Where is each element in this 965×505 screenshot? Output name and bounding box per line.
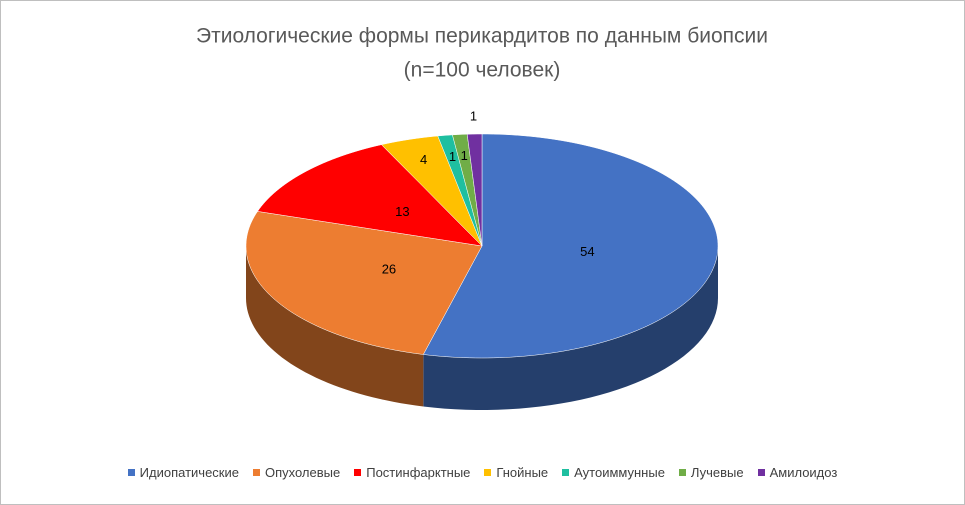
legend-label: Амилоидоз	[769, 465, 838, 480]
legend-swatch	[127, 469, 135, 476]
data-label: 1	[449, 149, 456, 164]
data-label: 1	[470, 109, 477, 124]
slice	[381, 135, 483, 247]
legend-label: Гнойные	[496, 465, 549, 480]
slice	[466, 133, 483, 247]
legend-item: Аутоиммунные	[562, 465, 665, 480]
legend-label: Аутоиммунные	[574, 465, 665, 480]
legend-item: Амилоидоз	[757, 465, 838, 480]
data-label: 54	[580, 244, 594, 259]
legend-label: Опухолевые	[264, 465, 341, 480]
legend-swatch	[678, 469, 686, 476]
legend-label: Лучевые	[690, 465, 744, 480]
data-label: 13	[395, 204, 409, 219]
legend-swatch	[757, 469, 765, 476]
slice-side	[246, 246, 424, 407]
legend: Идиопатические Опухолевые Постинфарктные Гн…	[1, 465, 964, 480]
legend-swatch	[484, 469, 492, 476]
chart-subtitle: (n=100 человек)	[404, 59, 561, 82]
legend-item: Лучевые	[678, 465, 744, 480]
legend-item: Идиопатические	[127, 465, 239, 480]
slice	[422, 133, 719, 359]
legend-swatch	[562, 469, 570, 476]
slice	[245, 211, 483, 355]
slice-side	[423, 246, 718, 410]
legend-label: Постинфарктные	[366, 465, 471, 480]
data-label: 4	[420, 152, 427, 167]
chart-title: Этиологические формы перикардитов по дан…	[196, 25, 768, 48]
legend-item: Постинфарктные	[354, 465, 470, 480]
legend-swatch	[354, 469, 362, 476]
legend-label: Идиопатические	[139, 465, 239, 480]
slice	[257, 144, 483, 247]
data-label: 1	[461, 148, 468, 163]
legend-item: Гнойные	[484, 465, 548, 480]
legend-item: Опухолевые	[252, 465, 341, 480]
data-label: 26	[382, 262, 396, 277]
legend-swatch	[252, 469, 260, 476]
